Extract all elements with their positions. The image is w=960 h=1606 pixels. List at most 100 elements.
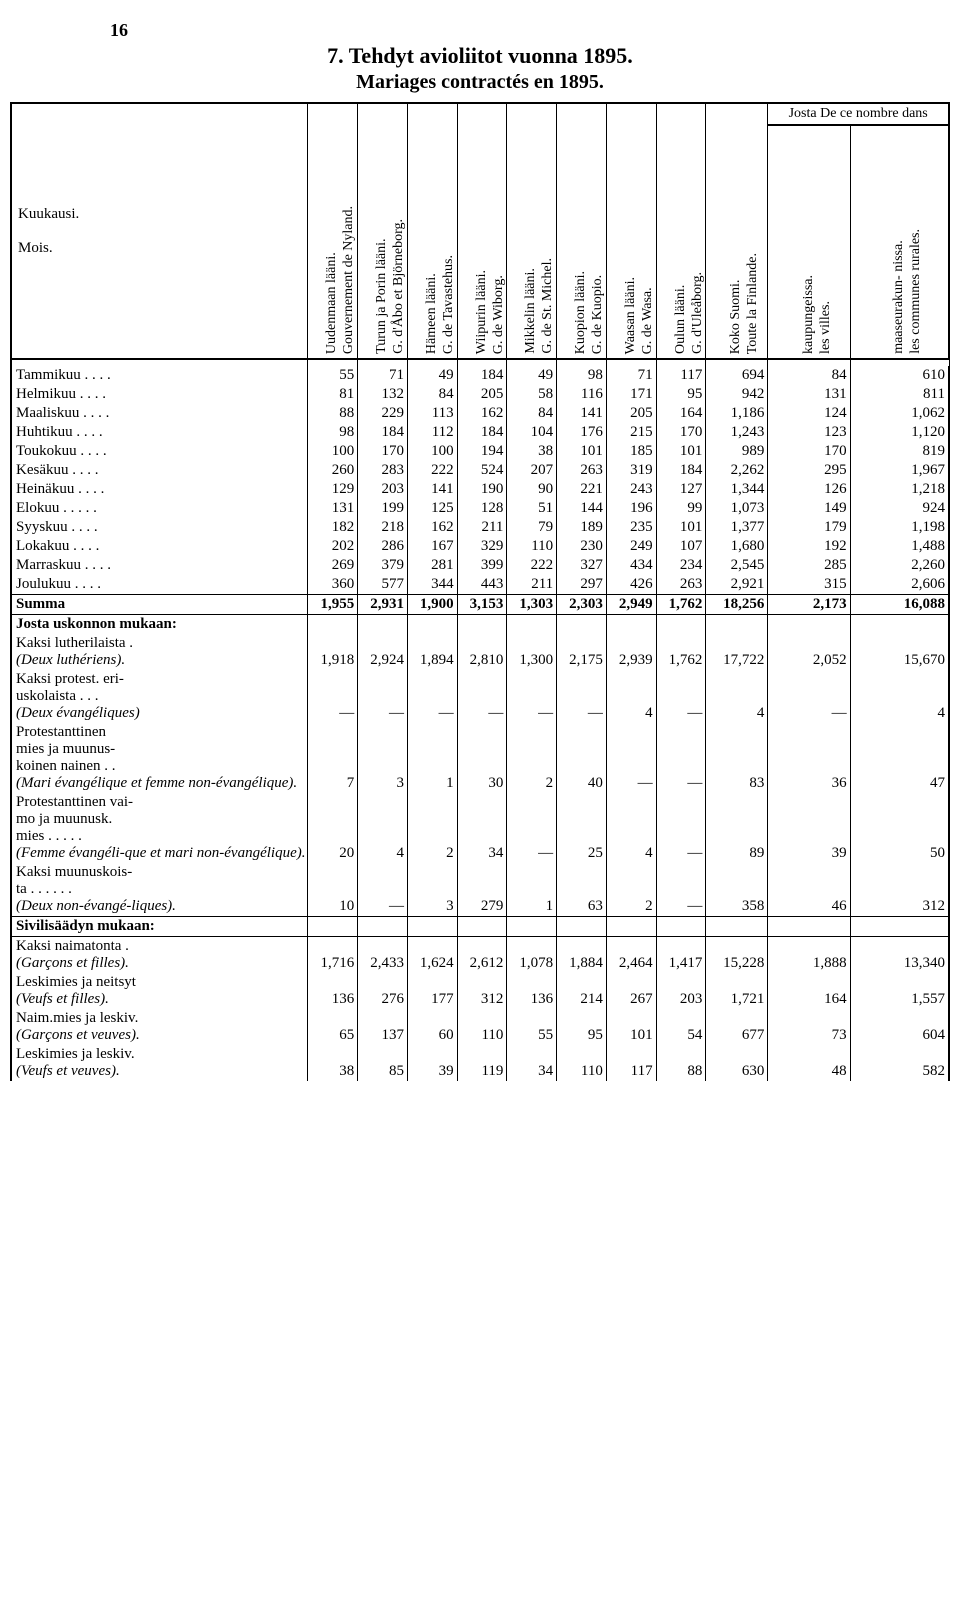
table-cell: 49 (407, 366, 457, 385)
table-cell: 234 (656, 556, 706, 575)
table-cell: 149 (768, 499, 850, 518)
row-label: Joulukuu . . . . (11, 575, 308, 595)
table-cell: 162 (407, 518, 457, 537)
table-cell: — (507, 793, 557, 863)
table-cell: — (358, 863, 408, 917)
table-row: Toukokuu . . . .100170100194381011851019… (11, 442, 949, 461)
table-cell: 215 (606, 423, 656, 442)
table-cell: 315 (768, 575, 850, 595)
table-cell: 222 (507, 556, 557, 575)
table-row: Joulukuu . . . .360577344443211297426263… (11, 575, 949, 595)
table-row: Kaksi lutherilaista .(Deux luthériens).1… (11, 634, 949, 670)
table-cell: 694 (706, 366, 768, 385)
table-cell: 360 (308, 575, 358, 595)
table-cell: 51 (507, 499, 557, 518)
table-cell: 2,175 (557, 634, 607, 670)
table-cell: — (606, 723, 656, 793)
table-cell: 1,918 (308, 634, 358, 670)
table-cell: 434 (606, 556, 656, 575)
table-row: Lokakuu . . . .2022861673291102302491071… (11, 537, 949, 556)
table-cell: 100 (308, 442, 358, 461)
table-cell: 279 (457, 863, 507, 917)
table-cell: 426 (606, 575, 656, 595)
table-cell: 1 (507, 863, 557, 917)
table-cell: 1,680 (706, 537, 768, 556)
table-cell: 582 (850, 1045, 949, 1081)
table-row: Kesäkuu . . . .2602832225242072633191842… (11, 461, 949, 480)
table-cell: 49 (507, 366, 557, 385)
row-label: Heinäkuu . . . . (11, 480, 308, 499)
table-cell: 399 (457, 556, 507, 575)
table-cell: 85 (358, 1045, 408, 1081)
table-cell: 20 (308, 793, 358, 863)
table-row: Marraskuu . . . .26937928139922232743423… (11, 556, 949, 575)
table-cell: 137 (358, 1009, 408, 1045)
table-cell: 30 (457, 723, 507, 793)
table-cell: 1 (407, 723, 457, 793)
table-cell: 2,939 (606, 634, 656, 670)
table-cell: 1,624 (407, 937, 457, 974)
table-cell: — (308, 670, 358, 723)
table-cell: 235 (606, 518, 656, 537)
table-cell: 17,722 (706, 634, 768, 670)
table-cell: 136 (507, 973, 557, 1009)
table-cell: 136 (308, 973, 358, 1009)
table-row: Tammikuu . . . .557149184499871117694846… (11, 366, 949, 385)
table-cell: 2,545 (706, 556, 768, 575)
table-cell: 128 (457, 499, 507, 518)
table-cell: 10 (308, 863, 358, 917)
table-cell: 329 (457, 537, 507, 556)
table-cell: 184 (457, 423, 507, 442)
table-cell: 276 (358, 973, 408, 1009)
table-cell: 98 (308, 423, 358, 442)
table-cell: 295 (768, 461, 850, 480)
table-cell: 677 (706, 1009, 768, 1045)
table-cell: 199 (358, 499, 408, 518)
table-row: Kaksi protest. eri-uskolaista . . .(Deux… (11, 670, 949, 723)
table-cell: 524 (457, 461, 507, 480)
table-cell: 222 (407, 461, 457, 480)
table-cell: 129 (308, 480, 358, 499)
table-cell: 297 (557, 575, 607, 595)
table-row: Huhtikuu . . . .981841121841041762151701… (11, 423, 949, 442)
table-cell: 119 (457, 1045, 507, 1081)
table-row: Kaksi muunuskois-ta . . . . . .(Deux non… (11, 863, 949, 917)
table-row: Maaliskuu . . . .88229113162841412051641… (11, 404, 949, 423)
table-row: Kaksi naimatonta .(Garçons et filles).1,… (11, 937, 949, 974)
table-cell: 2 (507, 723, 557, 793)
table-cell: 1,186 (706, 404, 768, 423)
table-cell: 281 (407, 556, 457, 575)
table-cell: 630 (706, 1045, 768, 1081)
table-cell: 358 (706, 863, 768, 917)
table-cell: 176 (557, 423, 607, 442)
table-cell: 286 (358, 537, 408, 556)
table-cell: 1,300 (507, 634, 557, 670)
table-cell: 203 (358, 480, 408, 499)
table-cell: 196 (606, 499, 656, 518)
table-row: Heinäkuu . . . .129203141190902212431271… (11, 480, 949, 499)
row-label: Toukokuu . . . . (11, 442, 308, 461)
table-cell: 2,931 (358, 595, 408, 615)
table-cell: 604 (850, 1009, 949, 1045)
table-cell: 924 (850, 499, 949, 518)
table-cell: 60 (407, 1009, 457, 1045)
table-cell: 1,557 (850, 973, 949, 1009)
table-cell: 2 (606, 863, 656, 917)
table-cell: 48 (768, 1045, 850, 1081)
table-cell: 344 (407, 575, 457, 595)
table-cell: 218 (358, 518, 408, 537)
table-cell: 184 (656, 461, 706, 480)
table-cell: 1,762 (656, 634, 706, 670)
table-cell: 110 (557, 1045, 607, 1081)
table-cell: 84 (507, 404, 557, 423)
table-cell: 71 (606, 366, 656, 385)
row-label: Kaksi lutherilaista .(Deux luthériens). (11, 634, 308, 670)
table-cell: 113 (407, 404, 457, 423)
table-cell: 2,303 (557, 595, 607, 615)
table-cell: 2,464 (606, 937, 656, 974)
title-fi: 7. Tehdyt avioliitot vuonna 1895. (10, 43, 950, 69)
table-cell: 89 (706, 793, 768, 863)
table-cell: 2,173 (768, 595, 850, 615)
row-label: Protestanttinenmies ja muunus-koinen nai… (11, 723, 308, 793)
table-cell: 2,260 (850, 556, 949, 575)
